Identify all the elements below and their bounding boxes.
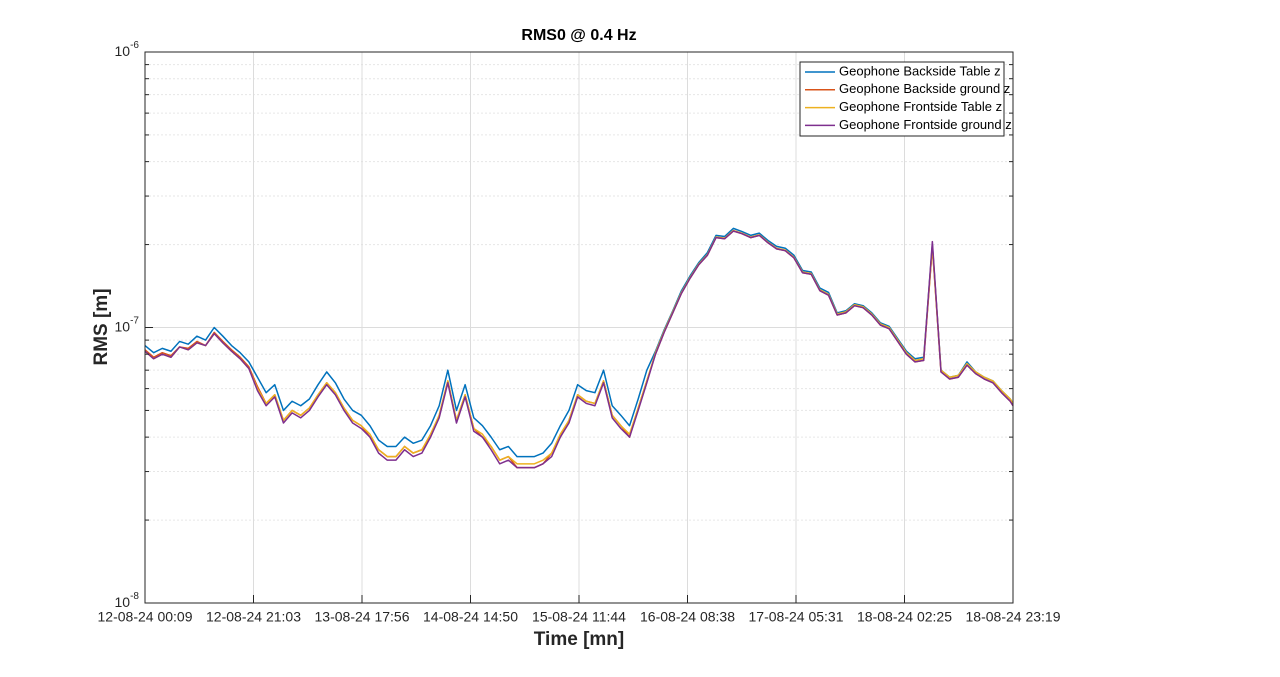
x-tick-label: 18-08-24 23:19 [966,609,1061,625]
x-tick-label: 14-08-24 14:50 [423,609,518,625]
legend-box [799,61,1005,137]
chart-title: RMS0 @ 0.4 Hz [521,27,636,44]
x-tick-label: 15-08-24 11:44 [532,609,626,625]
x-tick-label: 13-08-24 17:56 [315,609,410,625]
y-tick-label: 10-7 [115,315,140,334]
y-axis-label: RMS [m] [91,288,112,365]
x-tick-label: 12-08-24 00:09 [98,609,193,625]
legend-label: Geophone Backside Table z [839,63,1001,78]
x-tick-label: 16-08-24 08:38 [640,609,735,625]
series-line [144,230,1014,469]
y-tick-label: 10-6 [115,40,140,59]
x-axis-label: Time [mn] [534,629,624,650]
legend-label: Geophone Frontside ground z [839,117,1012,132]
ticks: 10-8 10-7 10-6 12-08-24 00:09 12-08-24 21:03… [98,40,1061,625]
legend-label: Geophone Frontside Table z [839,99,1002,114]
y-tick-label: 10-8 [115,591,140,610]
lines [144,227,1014,469]
legend: Geophone Backside Table z Geophone Backsi… [799,61,1012,137]
x-tick-label: 17-08-24 05:31 [749,609,844,625]
x-tick-label: 18-08-24 02:25 [857,609,952,625]
legend-label: Geophone Backside ground z [839,81,1010,96]
x-tick-label: 12-08-24 21:03 [206,609,301,625]
